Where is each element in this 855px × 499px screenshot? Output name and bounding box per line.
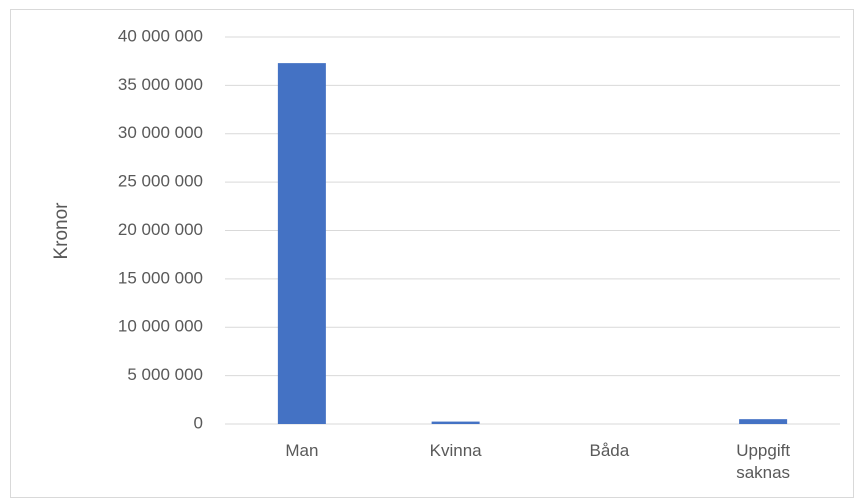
y-tick-label: 10 000 000 — [118, 317, 203, 336]
x-tick-label: Kvinna — [429, 441, 482, 460]
bar — [277, 63, 326, 425]
y-tick-label: 30 000 000 — [118, 123, 203, 142]
chart-border — [10, 9, 854, 498]
y-tick-label: 40 000 000 — [118, 26, 203, 45]
bar — [739, 419, 788, 424]
y-tick-label: 35 000 000 — [118, 75, 203, 94]
y-tick-label: 20 000 000 — [118, 220, 203, 239]
x-tick-label: Båda — [589, 441, 630, 460]
x-tick-label: Uppgift saknas — [736, 441, 791, 482]
y-axis-label: Kronor — [51, 202, 72, 260]
y-tick-label: 15 000 000 — [118, 268, 203, 287]
bar — [431, 421, 480, 424]
x-tick-label: Man — [285, 441, 319, 460]
y-tick-label: 0 — [194, 413, 203, 432]
y-tick-label: 5 000 000 — [127, 365, 203, 384]
y-tick-label: 25 000 000 — [118, 172, 203, 191]
